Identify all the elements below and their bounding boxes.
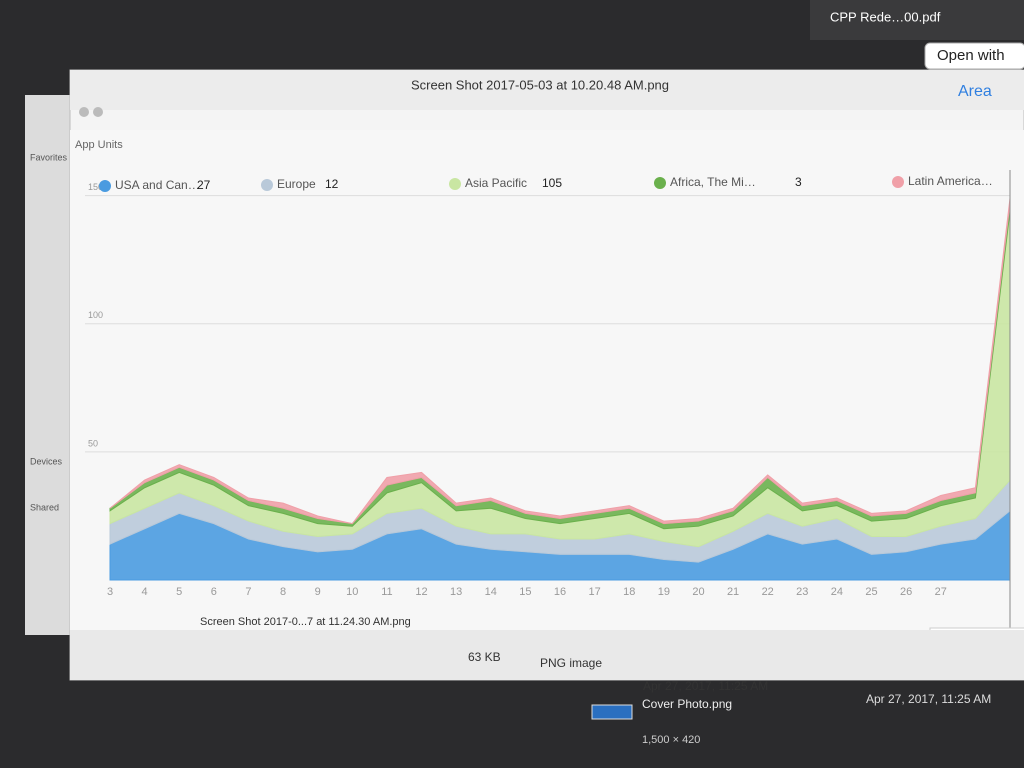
footer-file: Screen Shot 2017-0...7 at 11.24.30 AM.pn… bbox=[200, 616, 411, 628]
x-tick-label: 12 bbox=[415, 586, 427, 598]
cover-thumbnail bbox=[591, 704, 633, 720]
x-tick-label: 22 bbox=[762, 586, 774, 598]
sidebar-heading: Devices bbox=[30, 456, 63, 466]
legend-label: Europe bbox=[277, 177, 316, 191]
open-with-label[interactable]: Open with bbox=[937, 47, 1005, 64]
legend-value: 12 bbox=[325, 177, 339, 191]
x-tick-label: 8 bbox=[280, 586, 286, 598]
close-button[interactable] bbox=[79, 107, 89, 117]
sidebar-heading: Favorites bbox=[30, 152, 68, 162]
legend-dot bbox=[261, 179, 273, 191]
x-tick-label: 3 bbox=[107, 586, 113, 598]
x-tick-label: 14 bbox=[485, 586, 497, 598]
legend-dot bbox=[892, 176, 904, 188]
chart-title: App Units bbox=[75, 139, 123, 151]
legend-label: USA and Can… bbox=[115, 178, 200, 192]
legend-dot bbox=[449, 178, 461, 190]
desktop-strip bbox=[810, 0, 1024, 40]
desktop-file: CPP Rede…00.pdf bbox=[830, 9, 941, 24]
zoom-button[interactable] bbox=[93, 107, 103, 117]
x-tick-label: 9 bbox=[315, 586, 321, 598]
x-tick-label: 21 bbox=[727, 586, 739, 598]
x-tick-label: 26 bbox=[900, 586, 912, 598]
sidebar-heading: Shared bbox=[30, 502, 59, 512]
footer-size: 63 KB bbox=[468, 650, 501, 664]
cover-size: 1,500 × 420 bbox=[642, 734, 700, 746]
view-mode[interactable]: Area bbox=[958, 83, 992, 100]
legend-label: Asia Pacific bbox=[465, 176, 527, 190]
open-with-button[interactable] bbox=[924, 42, 1024, 70]
legend-value: 105 bbox=[542, 176, 562, 190]
legend-dot bbox=[654, 177, 666, 189]
x-tick-label: 13 bbox=[450, 586, 462, 598]
x-tick-label: 24 bbox=[831, 586, 843, 598]
x-tick-label: 7 bbox=[245, 586, 251, 598]
x-tick-label: 25 bbox=[865, 586, 877, 598]
x-tick-label: 20 bbox=[692, 586, 704, 598]
x-tick-label: 11 bbox=[381, 586, 392, 598]
x-tick-label: 19 bbox=[658, 586, 670, 598]
legend-label: Latin America… bbox=[908, 174, 993, 188]
x-tick-label: 17 bbox=[588, 586, 600, 598]
y-tick-label: 100 bbox=[88, 310, 103, 320]
cover-name: Cover Photo.png bbox=[642, 697, 732, 711]
title-bar bbox=[70, 70, 1024, 110]
footer-date: Apr 27, 2017, 11:25 AM bbox=[643, 679, 768, 693]
footer-date: Apr 27, 2017, 11:25 AM bbox=[866, 692, 991, 706]
legend-dot bbox=[99, 180, 111, 192]
window-title: Screen Shot 2017-05-03 at 10.20.48 AM.pn… bbox=[411, 77, 669, 92]
x-tick-label: 27 bbox=[935, 586, 947, 598]
footer-kind: PNG image bbox=[540, 656, 602, 670]
footer bbox=[70, 630, 1024, 680]
legend-label: Africa, The Mi… bbox=[670, 175, 756, 189]
y-tick-label: 150 bbox=[88, 182, 103, 192]
x-tick-label: 6 bbox=[211, 586, 217, 598]
x-tick-label: 5 bbox=[176, 586, 182, 598]
sidebar bbox=[25, 95, 70, 635]
x-tick-label: 23 bbox=[796, 586, 808, 598]
legend-value: 27 bbox=[197, 178, 211, 192]
x-tick-label: 18 bbox=[623, 586, 635, 598]
x-tick-label: 16 bbox=[554, 586, 566, 598]
x-tick-label: 4 bbox=[142, 586, 148, 598]
y-tick-label: 50 bbox=[88, 438, 98, 448]
x-tick-label: 15 bbox=[519, 586, 531, 598]
x-tick-label: 10 bbox=[346, 586, 358, 598]
legend-value: 3 bbox=[795, 175, 802, 189]
